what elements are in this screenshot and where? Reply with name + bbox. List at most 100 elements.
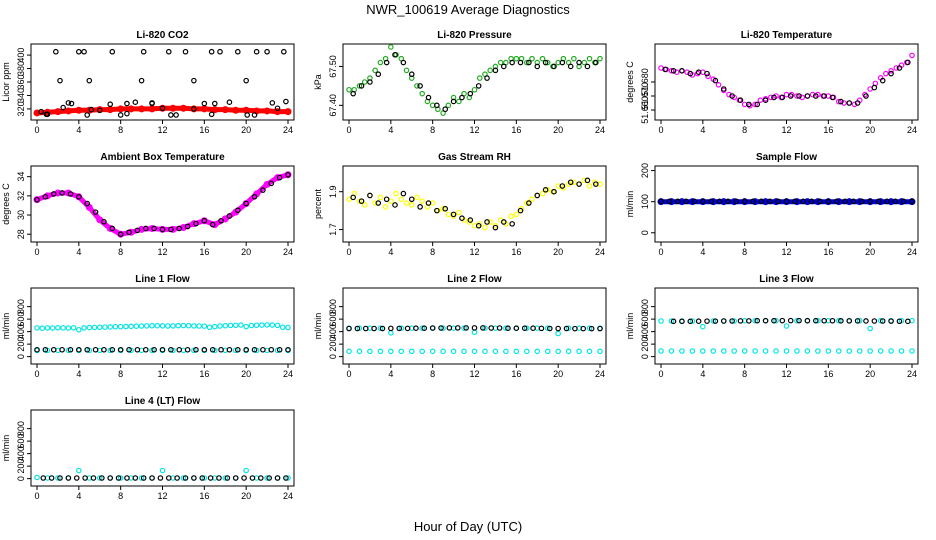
data-point	[274, 105, 281, 112]
data-point	[523, 200, 530, 206]
data-point	[260, 346, 266, 353]
x-tick-label: 12	[469, 125, 479, 135]
data-point	[191, 475, 197, 481]
data-point	[346, 86, 352, 93]
x-tick-label: 16	[823, 369, 833, 379]
y-tick-label: 400	[640, 324, 650, 339]
data-point	[492, 224, 499, 231]
data-point	[429, 325, 436, 331]
data-point	[383, 59, 390, 66]
y-tick-label: 51.680	[640, 68, 650, 96]
data-point	[126, 346, 132, 353]
data-point	[429, 348, 436, 355]
data-point	[670, 68, 677, 74]
data-point	[193, 220, 199, 227]
data-point	[867, 198, 873, 205]
data-point	[446, 325, 453, 331]
data-point	[720, 318, 727, 324]
data-point	[492, 67, 499, 74]
data-point	[241, 475, 247, 481]
data-point	[408, 196, 415, 203]
data-point	[285, 171, 291, 178]
data-point	[492, 222, 499, 229]
data-point	[835, 348, 842, 354]
data-point	[821, 93, 827, 99]
data-point	[846, 318, 853, 324]
data-point	[49, 325, 56, 331]
data-point	[471, 86, 478, 93]
series-avg	[670, 317, 911, 325]
x-tick-label: 4	[76, 247, 81, 257]
data-point	[846, 348, 853, 354]
data-point	[523, 348, 530, 355]
data-point	[211, 100, 218, 107]
data-point	[57, 475, 63, 481]
data-point	[285, 324, 291, 331]
data-point	[285, 346, 291, 353]
y-tick-label: 30	[16, 210, 26, 220]
data-point	[700, 198, 706, 205]
data-point	[249, 475, 256, 481]
data-point	[281, 48, 287, 55]
data-point	[274, 322, 281, 329]
data-point	[358, 83, 365, 89]
data-point	[854, 100, 861, 106]
data-point	[134, 227, 141, 234]
data-point	[534, 63, 541, 70]
data-point	[383, 196, 390, 203]
data-point	[68, 100, 75, 107]
data-point	[804, 93, 811, 99]
data-point	[132, 475, 139, 481]
x-tick-label: 0	[346, 247, 351, 257]
data-point	[812, 93, 819, 99]
y-axis-label: kPa	[313, 74, 323, 90]
data-point	[581, 177, 588, 184]
y-tick-label: 600	[328, 312, 338, 327]
data-point	[382, 204, 389, 210]
data-point	[762, 348, 769, 354]
data-point	[456, 209, 462, 216]
data-point	[576, 59, 582, 66]
data-point	[276, 174, 283, 181]
panel-line4: Line 4 (LT) Flow 0 4 8 12 16 20 24 0 200400600800…	[1, 396, 295, 501]
data-point	[168, 112, 174, 118]
y-tick-label: 34	[16, 172, 26, 182]
data-point	[201, 217, 208, 224]
data-point	[773, 317, 779, 324]
y-tick-label: 320	[16, 101, 26, 116]
data-point	[695, 69, 702, 76]
data-point	[679, 348, 685, 354]
data-point	[800, 198, 807, 205]
data-point	[180, 322, 187, 329]
data-point	[396, 325, 403, 332]
data-point	[266, 475, 272, 481]
data-point	[253, 322, 260, 329]
data-point	[584, 177, 591, 184]
data-point	[796, 317, 802, 324]
data-point	[73, 475, 80, 481]
data-point	[879, 318, 886, 324]
x-tick-label: 4	[76, 125, 81, 135]
data-point	[117, 475, 124, 481]
data-point	[243, 77, 249, 84]
data-point	[217, 323, 223, 329]
y-tick-label: 600	[640, 312, 650, 327]
data-point	[140, 475, 147, 481]
y-axis-label: percent	[313, 188, 323, 219]
data-point	[733, 198, 740, 205]
data-point	[124, 475, 130, 481]
x-tick-label: 20	[241, 247, 251, 257]
data-point	[542, 187, 549, 193]
data-point	[208, 111, 215, 118]
data-point	[517, 59, 524, 66]
x-tick-label: 24	[595, 125, 605, 135]
x-tick-label: 20	[241, 491, 251, 501]
data-point	[586, 348, 593, 355]
data-point	[539, 55, 546, 62]
data-point	[892, 198, 899, 205]
data-point	[544, 59, 551, 66]
data-point	[461, 325, 467, 331]
data-point	[377, 59, 384, 66]
data-point	[149, 322, 155, 329]
